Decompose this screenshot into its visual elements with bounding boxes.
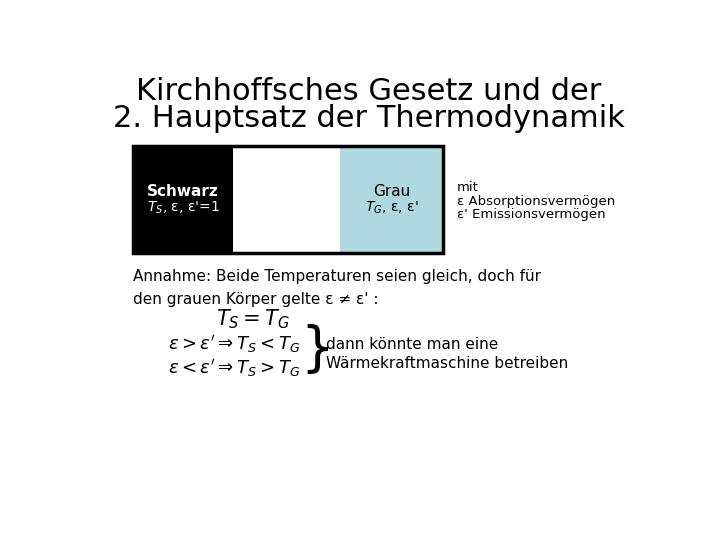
Text: Grau: Grau (373, 184, 410, 199)
Text: ε' Emissionsvermögen: ε' Emissionsvermögen (456, 208, 606, 221)
Bar (341, 146, 443, 253)
Text: $T_S = T_G$: $T_S = T_G$ (216, 307, 289, 331)
Text: Kirchhoffsches Gesetz und der: Kirchhoffsches Gesetz und der (136, 77, 602, 106)
Text: $\varepsilon > \varepsilon'\Rightarrow T_S < T_G$: $\varepsilon > \varepsilon'\Rightarrow T… (168, 333, 300, 355)
Text: 2. Hauptsatz der Thermodynamik: 2. Hauptsatz der Thermodynamik (113, 104, 625, 133)
Text: $T_S$, ε, ε'=1: $T_S$, ε, ε'=1 (147, 200, 220, 216)
Text: mit: mit (456, 181, 479, 194)
Text: Wärmekraftmaschine betreiben: Wärmekraftmaschine betreiben (326, 356, 569, 371)
Bar (132, 146, 443, 253)
Text: $T_G$, ε, ε': $T_G$, ε, ε' (365, 200, 418, 216)
Text: }: } (301, 323, 334, 376)
Bar (233, 146, 341, 253)
Text: Annahme: Beide Temperaturen seien gleich, doch für
den grauen Körper gelte ε ≠ ε: Annahme: Beide Temperaturen seien gleich… (132, 269, 541, 307)
Text: ε Absorptionsvermögen: ε Absorptionsvermögen (456, 194, 615, 207)
Text: $\varepsilon < \varepsilon'\Rightarrow T_S > T_G$: $\varepsilon < \varepsilon'\Rightarrow T… (168, 357, 300, 380)
Bar (132, 146, 233, 253)
Text: dann könnte man eine: dann könnte man eine (326, 338, 499, 353)
Text: Schwarz: Schwarz (147, 184, 219, 199)
